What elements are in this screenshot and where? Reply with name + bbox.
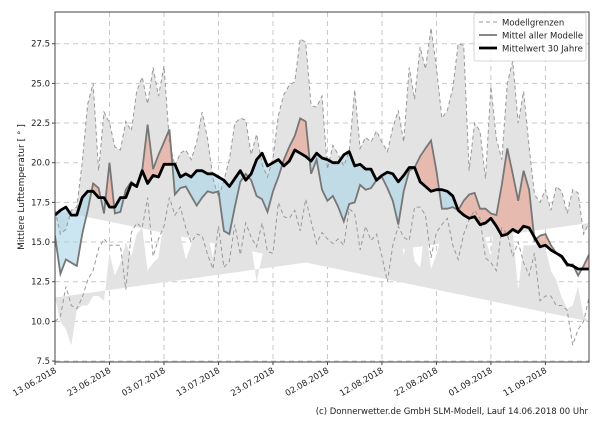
x-tick-label: 02.08.2018 (284, 366, 331, 399)
x-tick-label: 11.09.2018 (502, 366, 549, 399)
x-tick-label: 13.06.2018 (11, 366, 58, 399)
legend-item-model-mean: Mittel aller Modelle (502, 32, 583, 42)
x-axis: 13.06.2018 23.06.2018 03.07.2018 13.07.2018… (11, 362, 549, 399)
y-tick-label: 10.0 (31, 317, 50, 327)
x-tick-label: 22.08.2018 (393, 366, 440, 399)
legend-item-range: Modellgrenzen (502, 19, 564, 29)
legend-item-climate: Mittelwert 30 Jahre (502, 45, 583, 55)
y-tick-label: 17.5 (31, 198, 50, 208)
y-tick-label: 20.0 (31, 159, 50, 169)
plot-frame (54, 11, 590, 363)
x-tick-label: 03.07.2018 (120, 366, 167, 399)
y-tick-label: 27.5 (31, 40, 50, 50)
model-min-line (55, 197, 589, 346)
y-tick-label: 12.5 (31, 278, 50, 288)
y-tick-label: 25.0 (31, 79, 50, 89)
x-tick-label: 23.07.2018 (229, 366, 276, 399)
climate-mean-line (55, 148, 589, 271)
legend: Modellgrenzen Mittel aller Modelle Mitte… (473, 12, 587, 62)
y-axis: 7.5 10.0 12.5 15.0 17.5 20.0 22.5 25.0 27.5 (31, 40, 55, 367)
y-tick-label: 22.5 (31, 119, 50, 129)
model-mean-line (55, 116, 589, 278)
y-tick-label: 7.5 (36, 357, 50, 367)
x-tick-label: 01.09.2018 (447, 366, 494, 399)
x-tick-label: 13.07.2018 (175, 366, 222, 399)
x-tick-label: 12.08.2018 (338, 366, 385, 399)
y-axis-label: Mittlere Lufttemperatur [ ° ] (17, 124, 27, 250)
footer-credit: (c) Donnerwetter.de GmbH SLM-Modell, Lau… (316, 407, 589, 417)
y-tick-label: 15.0 (31, 238, 50, 248)
model-max-line (55, 27, 589, 236)
x-tick-label: 23.06.2018 (66, 366, 113, 399)
